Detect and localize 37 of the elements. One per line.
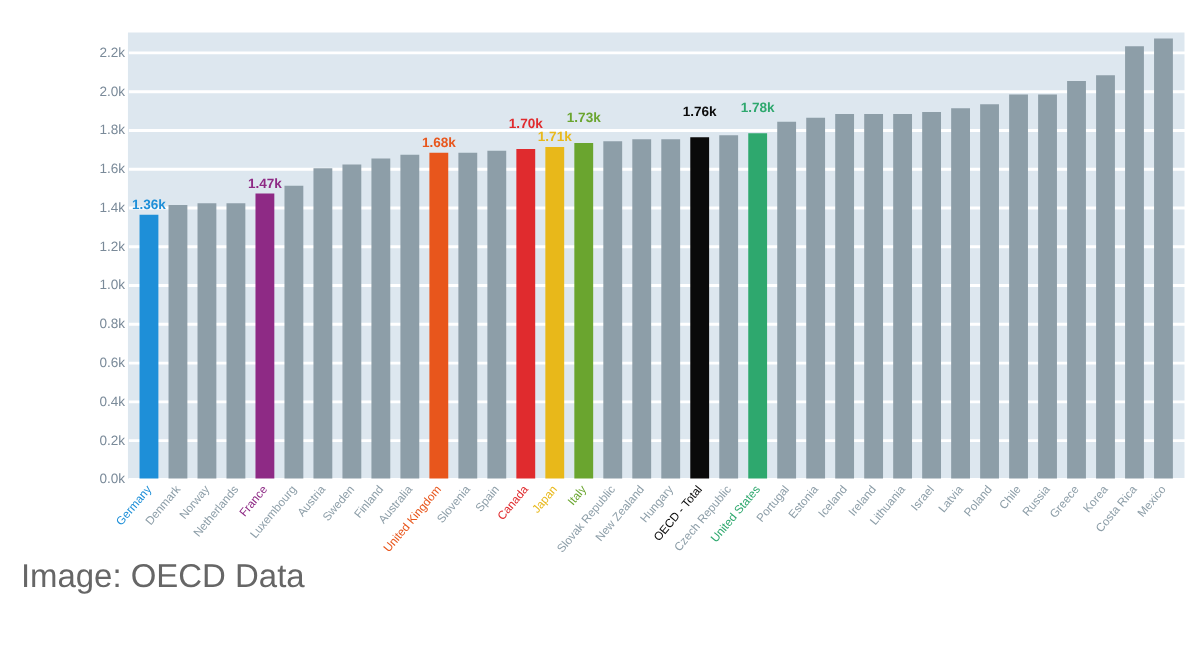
- bar: [632, 139, 652, 479]
- bar: [400, 154, 420, 479]
- bar: [1125, 46, 1144, 479]
- text: Image: OECD Data: [20, 558, 307, 595]
- bar: [574, 143, 594, 479]
- bar: [342, 164, 362, 479]
- bar: [168, 205, 188, 479]
- bar: [1067, 81, 1086, 479]
- bar: [284, 185, 304, 479]
- bar: [748, 133, 768, 479]
- bar: [516, 148, 536, 479]
- bar: [603, 141, 623, 479]
- bar: [255, 193, 275, 479]
- bar: [690, 137, 710, 479]
- bar: [951, 108, 970, 479]
- bar: [777, 121, 797, 479]
- bar: [139, 214, 159, 479]
- bar: [487, 150, 507, 479]
- bar: [835, 113, 855, 479]
- bar: [1038, 94, 1057, 479]
- bar: [922, 112, 942, 479]
- bar: [980, 104, 999, 479]
- bar: [719, 135, 739, 479]
- bar: [371, 158, 391, 479]
- bar: [1154, 38, 1173, 479]
- bar: [429, 152, 449, 479]
- bar: [1096, 75, 1115, 479]
- bar: [545, 146, 565, 479]
- bar: [197, 203, 217, 479]
- bar: [313, 168, 333, 479]
- bar: [893, 113, 913, 479]
- bar: [864, 113, 884, 479]
- bar: [226, 203, 246, 479]
- bar: [458, 152, 478, 479]
- bar: [806, 117, 826, 479]
- bar: [661, 139, 681, 479]
- bar: [1009, 94, 1028, 479]
